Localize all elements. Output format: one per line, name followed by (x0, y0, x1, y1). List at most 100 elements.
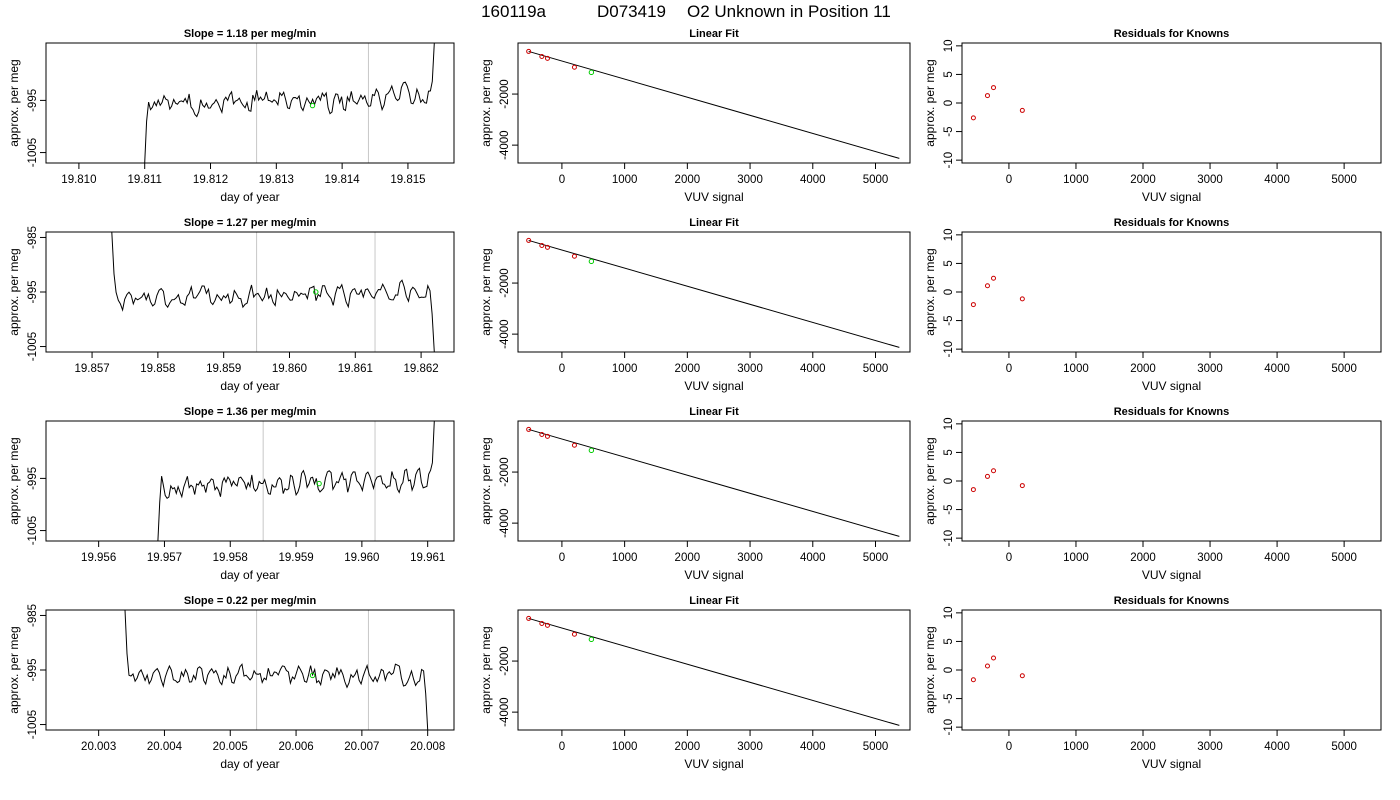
x-axis-label: VUV signal (684, 190, 743, 204)
known-point (544, 622, 550, 628)
panel-title: Slope = 1.36 per meg/min (184, 406, 317, 418)
x-tick-label: 2000 (675, 552, 701, 564)
x-tick-label: 3000 (1197, 552, 1223, 564)
x-tick-label: 5000 (863, 363, 889, 375)
x-axis-label: VUV signal (684, 757, 743, 771)
known-point (539, 54, 545, 60)
known-point (544, 433, 550, 439)
panel-title: Linear Fit (689, 28, 739, 40)
plot-data (526, 237, 900, 348)
x-tick-label: 20.008 (410, 741, 445, 753)
x-axis-label: VUV signal (1142, 568, 1201, 582)
plot-frame (517, 420, 911, 542)
x-tick-label: 20.005 (213, 741, 248, 753)
known-point (571, 253, 577, 259)
y-tick-label: -2000 (499, 268, 511, 297)
panel-fit-3: Linear Fit VUV signal approx. per meg 0 1000… (479, 406, 911, 582)
x-tick-label: 20.003 (81, 741, 116, 753)
plot-data (157, 421, 435, 541)
y-axis-label: approx. per meg (7, 248, 21, 335)
panel-title: Linear Fit (689, 595, 739, 607)
x-tick-label: 1000 (1063, 552, 1089, 564)
panel-resid-2: Residuals for Knowns VUV signal approx. pe… (923, 217, 1382, 393)
plot-data (970, 468, 1025, 493)
x-tick-label: 5000 (863, 741, 889, 753)
x-tick-label: 3000 (737, 741, 763, 753)
y-tick-label: -10 (943, 341, 955, 358)
x-axis-label: VUV signal (1142, 757, 1201, 771)
x-tick-label: 19.810 (61, 174, 96, 186)
x-tick-label: 1000 (1063, 363, 1089, 375)
residual-point (984, 283, 990, 289)
x-tick-label: 19.862 (404, 363, 439, 375)
plot-data (526, 426, 900, 537)
y-tick-label: 10 (943, 606, 955, 619)
plot-data (970, 85, 1025, 121)
y-tick-label: 10 (943, 39, 955, 52)
panel-resid-3: Residuals for Knowns VUV signal approx. pe… (923, 406, 1382, 582)
plot-frame (45, 609, 455, 731)
y-tick-label: -10 (943, 152, 955, 169)
x-tick-label: 0 (559, 552, 565, 564)
x-tick-label: 5000 (863, 174, 889, 186)
x-tick-label: 19.812 (193, 174, 228, 186)
y-tick-label: -985 (27, 226, 39, 249)
x-tick-label: 19.957 (147, 552, 182, 564)
y-tick-label: -5 (943, 315, 955, 325)
fit-line (528, 428, 900, 537)
x-tick-label: 1000 (1063, 741, 1089, 753)
y-tick-label: -995 (27, 89, 39, 112)
x-tick-label: 0 (559, 174, 565, 186)
panel-time-1: Slope = 1.18 per meg/min day of year appro… (7, 28, 455, 204)
x-tick-label: 0 (1006, 363, 1012, 375)
known-point (539, 621, 545, 627)
plot-frame (961, 609, 1382, 731)
x-tick-label: 19.811 (128, 174, 162, 186)
residual-point (991, 85, 997, 91)
x-tick-label: 19.958 (213, 552, 248, 564)
x-tick-label: 19.859 (206, 363, 241, 375)
y-tick-label: -1005 (27, 710, 39, 739)
signal-trace (124, 610, 429, 730)
figure-title-description: O2 Unknown in Position 11 (687, 2, 891, 21)
y-tick-label: 0 (943, 478, 955, 484)
y-tick-label: 0 (943, 667, 955, 673)
x-tick-label: 2000 (675, 174, 701, 186)
x-axis-label: VUV signal (1142, 190, 1201, 204)
x-tick-label: 19.961 (410, 552, 445, 564)
panel-title: Residuals for Knowns (1114, 28, 1230, 40)
panel-resid-4: Residuals for Knowns VUV signal approx. pe… (923, 595, 1382, 771)
y-tick-label: 0 (943, 100, 955, 106)
x-tick-label: 1000 (612, 174, 638, 186)
y-tick-label: 5 (943, 449, 955, 455)
y-tick-label: -10 (943, 530, 955, 547)
x-tick-label: 2000 (1130, 741, 1156, 753)
y-axis-label: approx. per meg (923, 248, 937, 335)
x-tick-label: 4000 (1264, 552, 1290, 564)
known-point (526, 237, 532, 243)
residual-point (984, 93, 990, 99)
plot-data (526, 615, 900, 726)
panel-title: Linear Fit (689, 217, 739, 229)
x-tick-label: 19.861 (338, 363, 373, 375)
plot-data (144, 43, 435, 163)
y-axis-label: approx. per meg (923, 437, 937, 524)
x-tick-label: 19.815 (390, 174, 425, 186)
residual-point (970, 115, 976, 121)
residual-point (984, 663, 990, 669)
panel-resid-1: Residuals for Knowns VUV signal approx. pe… (923, 28, 1382, 204)
residual-point (1019, 107, 1025, 113)
y-axis-label: approx. per meg (479, 59, 493, 146)
figure-title-sample: D073419 (597, 2, 666, 21)
residual-point (970, 487, 976, 493)
y-tick-label: -4000 (499, 508, 511, 537)
x-tick-label: 0 (1006, 552, 1012, 564)
fit-line (528, 617, 900, 726)
y-tick-label: -10 (943, 719, 955, 736)
x-tick-label: 1000 (1063, 174, 1089, 186)
x-tick-label: 3000 (1197, 174, 1223, 186)
unknown-point (309, 672, 316, 679)
residual-point (970, 302, 976, 308)
y-tick-label: -1005 (27, 138, 39, 167)
signal-trace (111, 232, 435, 352)
